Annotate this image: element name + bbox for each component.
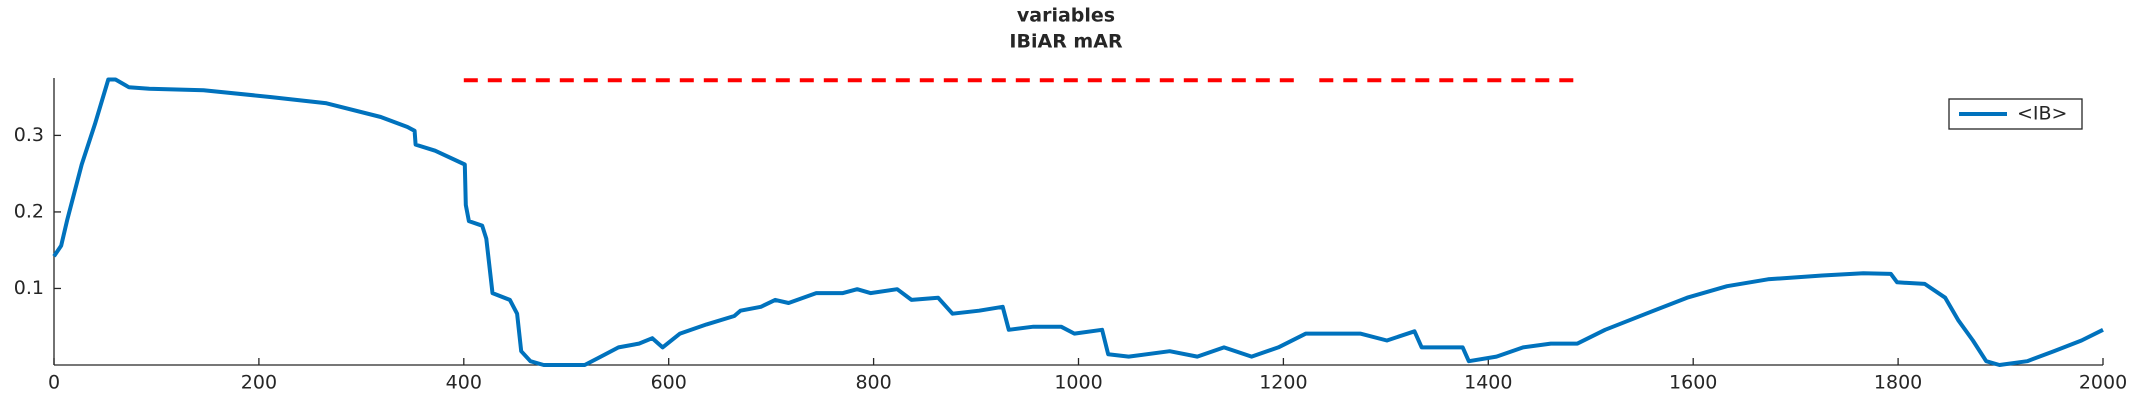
y-tick-label: 0.3 bbox=[14, 124, 44, 146]
x-tick-label: 1400 bbox=[1464, 372, 1512, 394]
x-tick-label: 200 bbox=[241, 372, 277, 394]
series-line bbox=[52, 77, 2104, 367]
x-tick-label: 1600 bbox=[1669, 372, 1717, 394]
x-tick-label: 800 bbox=[855, 372, 891, 394]
chart-subtitle: IBiAR mAR bbox=[1009, 31, 1123, 53]
x-tick-label: 1800 bbox=[1874, 372, 1922, 394]
x-tick-label: 600 bbox=[651, 372, 687, 394]
x-tick-label: 2000 bbox=[2079, 372, 2127, 394]
x-tick-label: 0 bbox=[48, 372, 60, 394]
y-tick-label: 0.2 bbox=[14, 200, 44, 222]
x-tick-label: 1000 bbox=[1054, 372, 1102, 394]
chart-title: variables bbox=[1017, 5, 1115, 27]
x-tick-label: 1200 bbox=[1259, 372, 1307, 394]
y-tick-label: 0.1 bbox=[14, 277, 44, 299]
x-tick-label: 400 bbox=[446, 372, 482, 394]
legend-label: <IB> bbox=[2017, 103, 2067, 125]
